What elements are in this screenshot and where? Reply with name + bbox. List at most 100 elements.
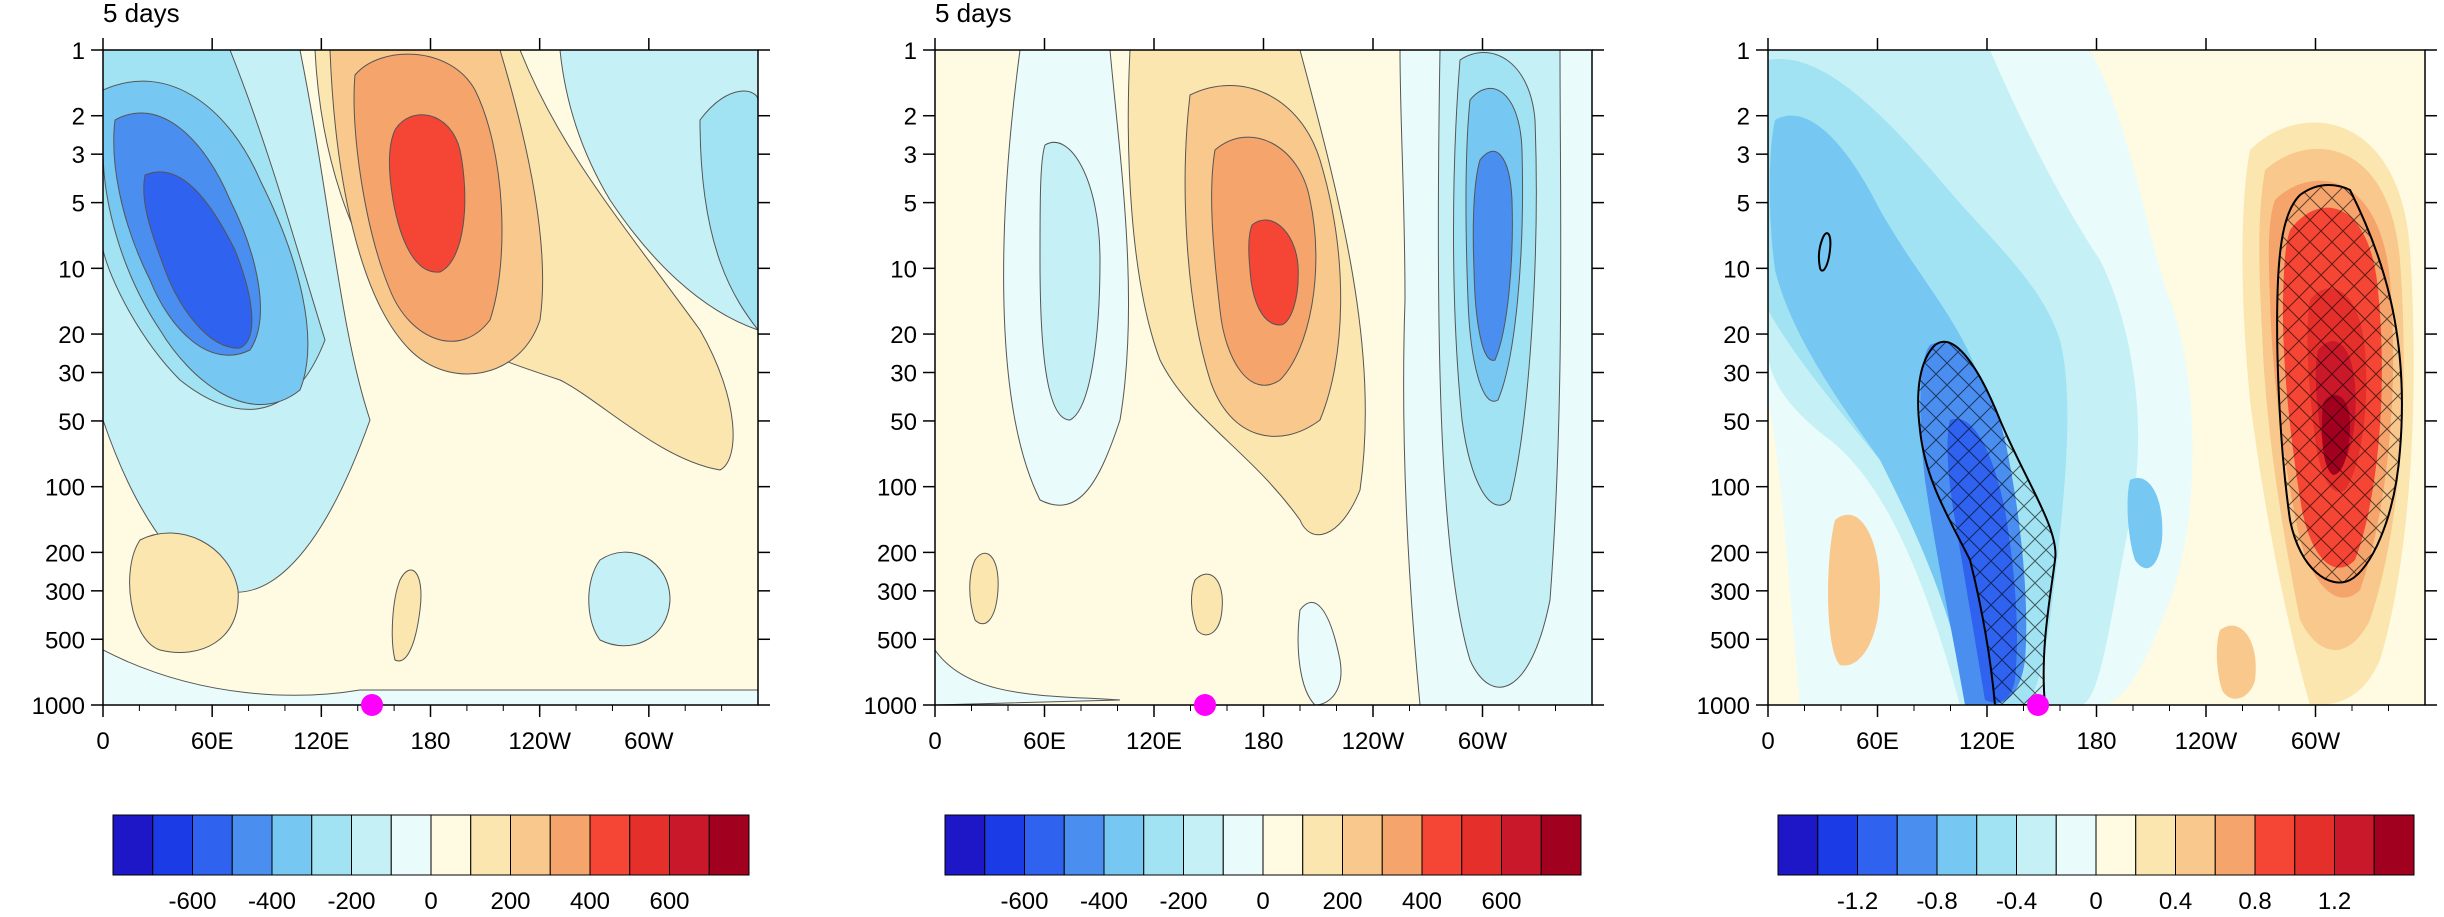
colorbar-1: -600 -400 -200 0 200 400 600 [112, 814, 750, 915]
colorbar-tick-label: 0 [1256, 888, 1269, 915]
colorbar-swatch [2254, 814, 2296, 876]
x-tick-label: 60W [1458, 728, 1508, 755]
p2-region-neg-low [1297, 601, 1342, 705]
colorbar-swatch [1262, 814, 1304, 876]
colorbar-swatch [2055, 814, 2097, 876]
panel-2-marker [1194, 694, 1216, 716]
x-tick-label: 120E [1126, 728, 1182, 755]
y-tick-label: 1000 [864, 693, 917, 720]
p2-region-pos-low2 [1191, 573, 1223, 636]
colorbar-tick-label: 0 [424, 888, 437, 915]
colorbar-swatch [1936, 814, 1978, 876]
colorbar-tick-label: 1.2 [2318, 888, 2351, 915]
p1-region-neg-bottom [103, 649, 758, 705]
p2-region-neg-bottom [935, 649, 1121, 705]
colorbar-tick-label: -1.2 [1837, 888, 1878, 915]
colorbar-swatch [2214, 814, 2256, 876]
x-tick-label: 60W [2291, 728, 2341, 755]
colorbar-swatch [1540, 814, 1582, 876]
x-tick-label: 180 [410, 728, 450, 755]
x-tick-label: 0 [1761, 728, 1774, 755]
p1-region-neg-right2 [699, 90, 758, 331]
x-tick-label: 60E [1856, 728, 1899, 755]
colorbar-swatch [430, 814, 472, 876]
colorbar-tick-label: 0 [2089, 888, 2102, 915]
colorbar-swatch [629, 814, 670, 876]
p1-region-pos4 [388, 114, 466, 273]
y-tick-label: 300 [45, 579, 85, 606]
y-tick-label: 300 [877, 579, 917, 606]
panel-3-yticks: 1 2 3 5 10 20 30 50 100 200 300 500 1000 [1697, 38, 2437, 720]
y-tick-label: 1 [904, 38, 917, 65]
colorbar-swatch [1103, 814, 1145, 876]
colorbar-tick-label: -0.8 [1916, 888, 1957, 915]
colorbar-tick-label: -0.4 [1996, 888, 2037, 915]
colorbar-swatch [2095, 814, 2137, 876]
y-tick-label: 1000 [1697, 693, 1750, 720]
p3-hatch-pos [2276, 184, 2403, 584]
colorbar-tick-label: 600 [649, 888, 689, 915]
p3-region-pos-low [1828, 514, 1880, 666]
y-tick-label: 50 [1723, 409, 1750, 436]
x-tick-label: 60E [1023, 728, 1066, 755]
colorbar-swatch [2334, 814, 2375, 876]
colorbar-swatch [1063, 814, 1105, 876]
y-tick-label: 3 [1737, 142, 1750, 169]
y-tick-label: 100 [1710, 475, 1750, 502]
y-tick-label: 500 [45, 627, 85, 654]
colorbar-swatch [1501, 814, 1542, 876]
colorbar-swatch [984, 814, 1025, 876]
colorbar-tick-label: -200 [327, 888, 375, 915]
colorbar-swatch [1896, 814, 1938, 876]
p3-small-contour [1817, 232, 1832, 272]
y-tick-label: 10 [890, 256, 917, 283]
x-tick-label: 120E [1959, 728, 2015, 755]
colorbar-tick-label: -600 [168, 888, 216, 915]
colorbar-swatch [1421, 814, 1463, 876]
y-tick-label: 5 [1737, 191, 1750, 218]
colorbar-swatch [351, 814, 392, 876]
p1-region-pos-low [129, 532, 239, 653]
colorbar-tick-label: 400 [1402, 888, 1442, 915]
colorbar-3: -1.2 -0.8 -0.4 0 0.4 0.8 1.2 [1777, 814, 2415, 915]
y-tick-label: 300 [1710, 579, 1750, 606]
p2-region-pos-low1 [969, 552, 999, 625]
colorbar-swatch [2294, 814, 2335, 876]
colorbar-swatch [152, 814, 193, 876]
panel-2-contours [935, 50, 1592, 705]
y-tick-label: 30 [58, 361, 85, 388]
p3-region-neg-iso [2127, 478, 2163, 569]
panel-1-contours [103, 50, 758, 705]
y-tick-label: 2 [1737, 104, 1750, 131]
colorbar-swatch [1976, 814, 2017, 876]
y-tick-label: 2 [904, 104, 917, 131]
y-tick-label: 1 [1737, 38, 1750, 65]
colorbar-swatch [708, 814, 750, 876]
colorbar-swatch [470, 814, 511, 876]
y-tick-label: 3 [904, 142, 917, 169]
colorbar-tick-label: 0.4 [2159, 888, 2192, 915]
colorbar-tick-label: 200 [490, 888, 530, 915]
panel-3-contours [1768, 50, 2425, 705]
colorbar-swatch [1461, 814, 1502, 876]
p2-region-neg-left2 [1039, 142, 1101, 421]
x-tick-label: 120W [508, 728, 571, 755]
y-tick-label: 200 [45, 540, 85, 567]
colorbar-swatch [1342, 814, 1383, 876]
x-tick-label: 120W [1342, 728, 1405, 755]
x-tick-label: 0 [96, 728, 109, 755]
colorbar-swatch [1143, 814, 1184, 876]
p1-region-neg-low [588, 551, 671, 647]
y-tick-label: 200 [877, 540, 917, 567]
y-tick-label: 1000 [32, 693, 85, 720]
colorbar-tick-label: -400 [1080, 888, 1128, 915]
panel-2-yticks: 1 2 3 5 10 20 30 50 100 200 300 500 1000 [864, 38, 1604, 720]
panel-1-xticks: 0 60E 120E 180 120W 60W [96, 38, 723, 755]
p1-region-sliver [391, 569, 422, 662]
colorbar-swatch [1777, 814, 1819, 876]
y-tick-label: 20 [58, 322, 85, 349]
colorbar-swatch [1817, 814, 1858, 876]
colorbar-swatch [549, 814, 591, 876]
colorbar-swatch [1302, 814, 1343, 876]
colorbar-swatch [1222, 814, 1264, 876]
